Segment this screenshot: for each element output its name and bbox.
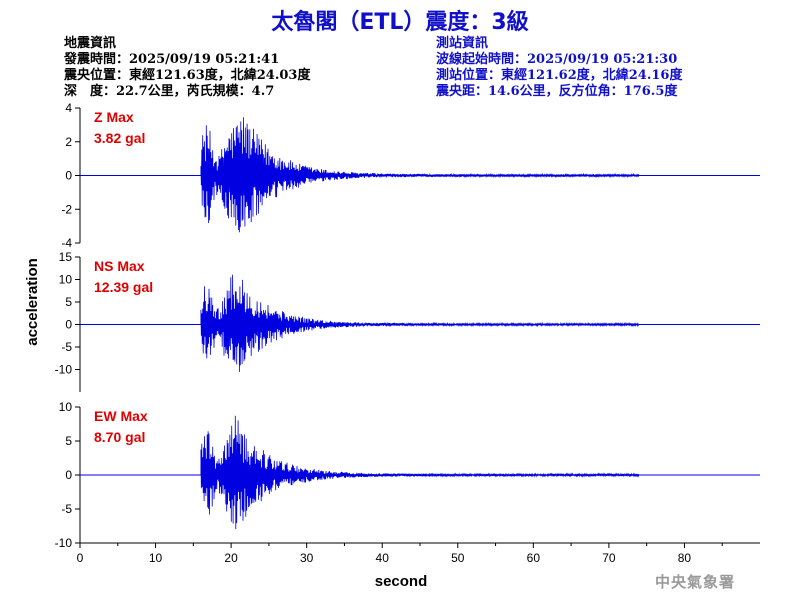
ns-y-tick-label: 15 — [59, 250, 73, 264]
station-info-block: 測站資訊 波線起始時間：2025/09/19 05:21:30 測站位置：東經1… — [436, 36, 682, 100]
ew-y-tick-label: -5 — [61, 502, 72, 516]
ew-y-tick-label: 0 — [65, 468, 72, 482]
x-tick-label: 30 — [300, 551, 314, 565]
station-location: 測站位置：東經121.62度，北緯24.16度 — [436, 68, 683, 83]
x-axis-label: second — [375, 573, 428, 590]
z-y-tick-label: 4 — [65, 101, 72, 115]
page-title: 太魯閣（ETL）震度：3級 — [271, 10, 529, 35]
ew-max-value: 8.70 gal — [94, 429, 145, 445]
ns-max-label: NS Max — [94, 258, 145, 274]
z-waveform — [200, 117, 640, 233]
ns-y-tick-label: 0 — [65, 318, 72, 332]
ew-y-tick-label: -10 — [55, 536, 73, 550]
ew-max-label: EW Max — [94, 408, 148, 424]
ew-waveform — [200, 415, 640, 530]
x-tick-label: 70 — [602, 551, 616, 565]
y-axis-label: acceleration — [24, 258, 41, 346]
x-tick-label: 10 — [149, 551, 163, 565]
wave-start-time: 波線起始時間：2025/09/19 05:21:30 — [436, 52, 678, 67]
epicenter-location: 震央位置：東經121.63度，北緯24.03度 — [64, 68, 311, 83]
event-info-block: 地震資訊 發震時間：2025/09/19 05:21:41 震央位置：東經121… — [64, 36, 310, 100]
x-tick-label: 20 — [224, 551, 238, 565]
ns-y-tick-label: 5 — [65, 295, 72, 309]
x-tick-label: 40 — [376, 551, 390, 565]
z-max-label: Z Max — [94, 109, 134, 125]
epicentral-distance: 震央距：14.6公里，反方位角：176.5度 — [436, 84, 678, 99]
ns-y-tick-label: -5 — [61, 340, 72, 354]
x-tick-label: 60 — [527, 551, 541, 565]
station-info-heading: 測站資訊 — [436, 36, 489, 51]
ns-waveform — [200, 274, 640, 372]
z-y-tick-label: -2 — [61, 202, 72, 216]
z-y-tick-label: -4 — [61, 236, 72, 250]
event-info-heading: 地震資訊 — [64, 36, 117, 51]
origin-time: 發震時間：2025/09/19 05:21:41 — [64, 52, 280, 67]
x-tick-label: 80 — [678, 551, 692, 565]
z-y-tick-label: 2 — [65, 135, 72, 149]
ns-y-tick-label: -10 — [55, 363, 73, 377]
agency-watermark: 中央氣象署 — [655, 573, 736, 591]
ns-max-value: 12.39 gal — [94, 279, 153, 295]
ew-y-tick-label: 5 — [65, 434, 72, 448]
z-y-tick-label: 0 — [65, 169, 72, 183]
x-tick-label: 50 — [451, 551, 465, 565]
x-tick-label: 0 — [77, 551, 84, 565]
z-max-value: 3.82 gal — [94, 130, 145, 146]
ns-y-tick-label: 10 — [59, 273, 73, 287]
depth-magnitude: 深 度：22.7公里，芮氏規模：4.7 — [64, 84, 275, 99]
ew-y-tick-label: 10 — [59, 400, 73, 414]
